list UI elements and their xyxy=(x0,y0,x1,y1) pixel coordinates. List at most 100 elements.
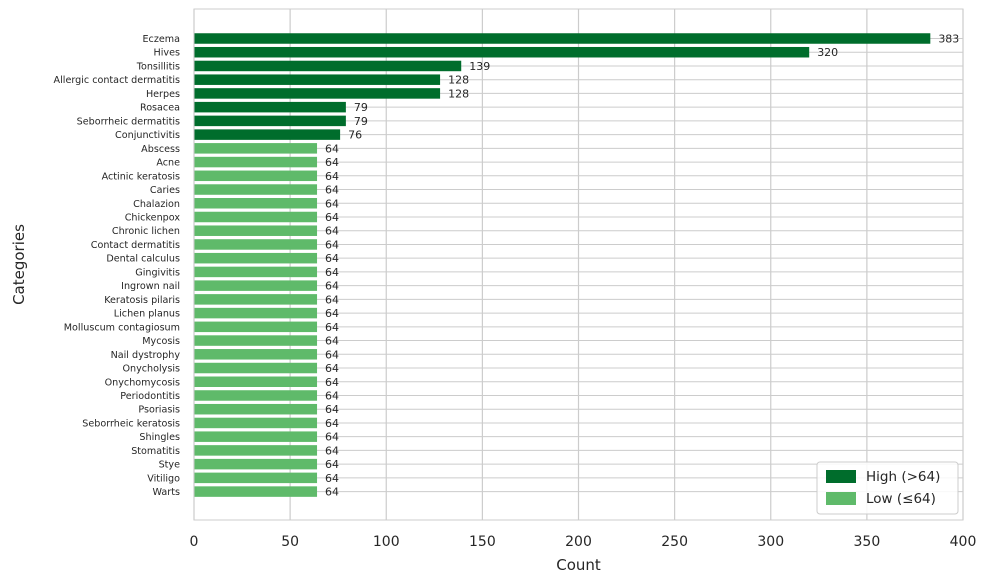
bar xyxy=(194,294,318,305)
x-tick-label: 150 xyxy=(469,534,496,550)
bar xyxy=(194,335,318,346)
bar xyxy=(194,280,318,291)
x-tick-label: 0 xyxy=(190,534,199,550)
y-tick-label: Vitiligo xyxy=(147,473,180,484)
bar xyxy=(194,225,318,236)
y-tick-label: Nail dystrophy xyxy=(111,350,181,361)
bar-value-label: 64 xyxy=(325,197,339,210)
legend: High (>64) Low (≤64) xyxy=(816,461,959,515)
y-tick-label: Stye xyxy=(159,460,181,471)
legend-swatch xyxy=(826,492,856,505)
value-labels: 3833201391281287979766464646464646464646… xyxy=(325,33,959,499)
y-tick-label: Gingivitis xyxy=(135,267,180,278)
bar-value-label: 64 xyxy=(325,238,339,251)
bar xyxy=(194,101,346,113)
bar xyxy=(194,60,462,72)
bar xyxy=(194,239,318,250)
bar xyxy=(194,486,318,497)
bar xyxy=(194,198,318,209)
bar xyxy=(194,472,318,484)
bar xyxy=(194,156,318,168)
y-tick-label: Warts xyxy=(153,487,180,498)
bar-value-label: 64 xyxy=(325,486,339,499)
bar xyxy=(194,307,318,319)
bar xyxy=(194,321,318,333)
bar-value-label: 64 xyxy=(325,307,339,320)
bar xyxy=(194,170,318,182)
y-tick-label: Conjunctivitis xyxy=(115,130,180,141)
bar-value-label: 79 xyxy=(354,115,368,128)
y-tick-label: Abscess xyxy=(141,144,180,155)
y-tick-label: Mycosis xyxy=(142,336,180,347)
bar-value-label: 64 xyxy=(325,348,339,361)
bar xyxy=(194,431,318,442)
bar xyxy=(194,129,341,140)
y-tick-label: Herpes xyxy=(146,89,180,100)
y-tick-label: Keratosis pilaris xyxy=(104,295,180,306)
y-tick-label: Shingles xyxy=(139,432,180,443)
y-tick-label: Rosacea xyxy=(140,103,180,114)
bar xyxy=(194,362,318,374)
bar-value-label: 64 xyxy=(325,403,339,416)
y-tick-labels: Eczema Hives Tonsillitis Allergic contact d… xyxy=(54,34,181,498)
y-tick-label: Lichen planus xyxy=(114,309,180,320)
y-tick-label: Tonsillitis xyxy=(136,61,180,72)
y-tick-label: Ingrown nail xyxy=(121,281,180,292)
bar-value-label: 320 xyxy=(817,46,838,59)
bar-value-label: 64 xyxy=(325,266,339,279)
bar-value-label: 64 xyxy=(325,389,339,402)
bar-value-label: 64 xyxy=(325,444,339,457)
bar xyxy=(194,115,346,127)
y-tick-label: Allergic contact dermatitis xyxy=(54,75,180,86)
grid-lines xyxy=(193,9,964,520)
bar-value-label: 128 xyxy=(448,87,469,100)
y-tick-label: Molluscum contagiosum xyxy=(64,322,180,333)
y-tick-label: Eczema xyxy=(143,34,181,45)
bar-value-label: 64 xyxy=(325,252,339,265)
legend-label: Low (≤64) xyxy=(866,491,936,507)
bar xyxy=(194,184,318,195)
bar xyxy=(194,376,318,387)
bar xyxy=(194,211,318,223)
bar-value-label: 383 xyxy=(938,33,959,46)
bar-value-label: 64 xyxy=(325,280,339,293)
x-tick-labels: 0 50 100 150 200 250 300 350 400 xyxy=(190,534,977,550)
bar-value-label: 139 xyxy=(469,60,490,73)
bar-value-label: 64 xyxy=(325,142,339,155)
x-tick-label: 300 xyxy=(757,534,784,550)
x-axis-label: Count xyxy=(556,556,601,574)
plot-frame xyxy=(193,8,964,521)
bar-value-label: 64 xyxy=(325,417,339,430)
x-tick-label: 250 xyxy=(661,534,688,550)
bar xyxy=(194,88,441,99)
bar-value-label: 64 xyxy=(325,225,339,238)
x-tick-label: 50 xyxy=(281,534,299,550)
y-tick-label: Hives xyxy=(154,48,180,59)
bar-value-label: 64 xyxy=(325,156,339,169)
bar xyxy=(194,403,318,415)
y-tick-label: Caries xyxy=(150,185,180,196)
bar-value-label: 64 xyxy=(325,335,339,348)
bar xyxy=(194,458,318,470)
x-tick-label: 100 xyxy=(373,534,400,550)
bar-value-label: 64 xyxy=(325,184,339,197)
bar-value-label: 64 xyxy=(325,376,339,389)
legend-label: High (>64) xyxy=(866,469,940,485)
y-tick-label: Actinic keratosis xyxy=(102,171,180,182)
bar xyxy=(194,417,318,429)
y-tick-label: Seborrheic dermatitis xyxy=(77,116,180,127)
x-tick-label: 350 xyxy=(854,534,881,550)
y-tick-label: Onychomycosis xyxy=(105,377,180,388)
bar-value-label: 64 xyxy=(325,472,339,485)
bar-value-label: 64 xyxy=(325,170,339,183)
bar xyxy=(194,390,318,401)
bar-value-label: 76 xyxy=(348,129,362,142)
bar xyxy=(194,349,318,360)
bar xyxy=(194,33,931,44)
bar xyxy=(194,445,318,456)
bar-value-label: 128 xyxy=(448,74,469,87)
y-tick-label: Stomatitis xyxy=(131,446,180,457)
y-tick-label: Dental calculus xyxy=(106,254,180,265)
